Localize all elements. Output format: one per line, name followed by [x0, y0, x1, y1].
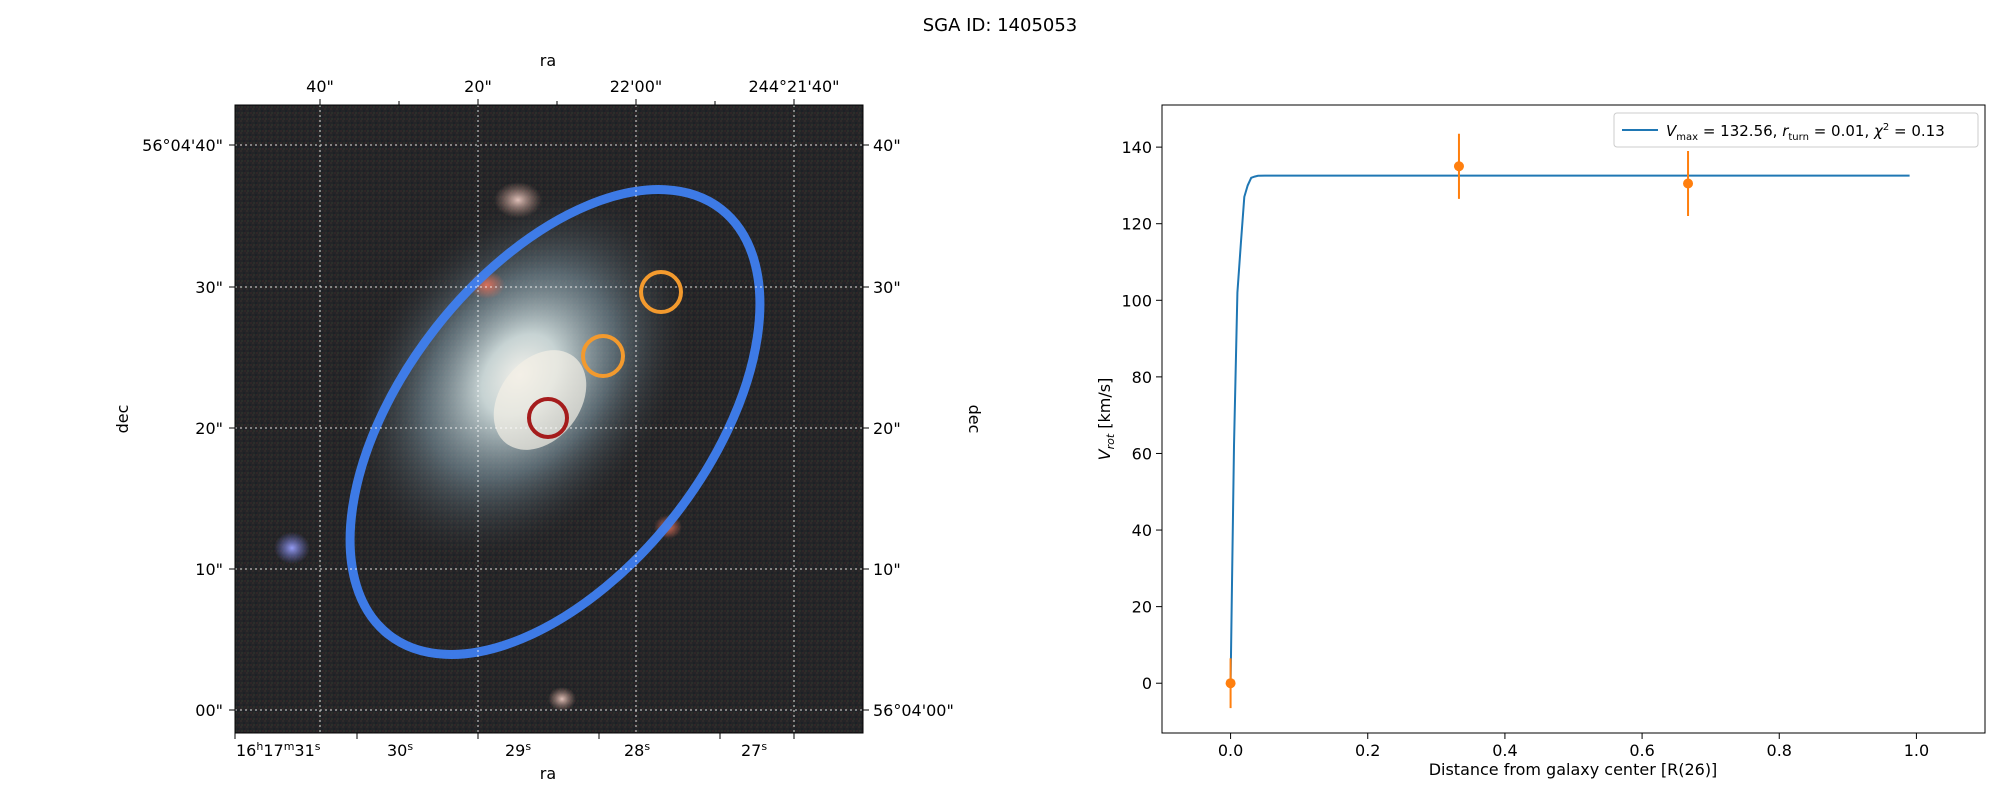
legend-box	[1613, 112, 1979, 148]
sky-image-frame	[234, 104, 864, 734]
data-point	[1683, 178, 1694, 189]
sky-right-tick: 20"	[873, 419, 901, 438]
data-point	[1453, 161, 1464, 172]
sky-right-axis-label: dec	[965, 405, 984, 434]
y-tick-label: 140	[1121, 138, 1152, 157]
sky-bottom-axis-label: ra	[540, 764, 556, 783]
sky-top-tick: 40"	[306, 77, 334, 96]
sky-bottom-tick: 16h17m31s	[236, 740, 321, 760]
y-tick-label: 120	[1121, 215, 1152, 234]
y-axis-ticks: 0 20 40 60 80 100 120 140	[1121, 138, 1162, 693]
x-tick-label: 0.6	[1629, 741, 1654, 760]
fiber-circle-2	[639, 270, 683, 314]
x-tick-label: 0.2	[1355, 741, 1380, 760]
sky-left-tick: 20"	[195, 419, 223, 438]
sky-bottom-tick: 30s	[387, 740, 413, 760]
rotation-curve-panel: 0.0 0.2 0.4 0.6 0.8 1.0 0 20 40 60 80 100 120 140 Di…	[1095, 104, 1986, 779]
plot-frame	[1161, 104, 1986, 734]
y-tick-label: 80	[1132, 368, 1152, 387]
x-axis-ticks: 0.0 0.2 0.4 0.6 0.8 1.0	[1218, 733, 1929, 760]
galaxy-ellipse	[345, 185, 765, 659]
y-tick-label: 100	[1121, 291, 1152, 310]
sky-left-tick: 10"	[195, 560, 223, 579]
sky-left-axis-label: dec	[113, 405, 132, 434]
pink-source-2	[548, 687, 576, 711]
figure-suptitle: SGA ID: 1405053	[923, 15, 1078, 36]
y-tick-label: 20	[1132, 598, 1152, 617]
x-tick-label: 0.0	[1218, 741, 1243, 760]
sky-ticks	[229, 99, 869, 739]
y-axis-label: Vrot [km/s]	[1095, 378, 1117, 461]
blue-source	[274, 532, 310, 564]
sky-right-tick: 30"	[873, 278, 901, 297]
sky-top-tick: 20"	[464, 77, 492, 96]
sky-right-tick: 10"	[873, 560, 901, 579]
y-tick-label: 40	[1132, 521, 1152, 540]
series-layer	[1225, 133, 1910, 709]
pink-source	[494, 182, 542, 218]
sky-left-tick: 00"	[195, 701, 223, 720]
sky-top-tick: 22'00"	[610, 77, 662, 96]
fiber-circle-1	[581, 334, 625, 378]
x-axis-label: Distance from galaxy center [R(26)]	[1429, 760, 1718, 779]
sky-right-tick: 40"	[873, 136, 901, 155]
sky-bottom-tick: 27s	[741, 740, 767, 760]
data-point	[1225, 678, 1236, 689]
x-tick-label: 1.0	[1904, 741, 1929, 760]
sky-left-tick: 30"	[195, 278, 223, 297]
legend-label: Vmax = 132.56, rturn = 0.01, χ2 = 0.13	[1666, 122, 1945, 143]
y-tick-label: 0	[1142, 674, 1152, 693]
sky-top-axis-label: ra	[540, 51, 556, 70]
x-tick-label: 0.4	[1492, 741, 1517, 760]
sky-bottom-tick: 28s	[624, 740, 650, 760]
x-tick-label: 0.8	[1767, 741, 1792, 760]
center-fiber-circle	[527, 397, 569, 439]
sky-bottom-tick: 29s	[505, 740, 531, 760]
sky-left-tick: 56°04'40"	[142, 136, 223, 155]
sky-right-tick: 56°04'00"	[873, 701, 954, 720]
sky-top-tick: 244°21'40"	[748, 77, 839, 96]
model-curve	[1229, 174, 1910, 684]
y-tick-label: 60	[1132, 444, 1152, 463]
sky-image-panel: ra ra dec dec 40" 20" 22'00" 244°21'40" …	[113, 51, 984, 783]
legend: Vmax = 132.56, rturn = 0.01, χ2 = 0.13	[1613, 112, 1979, 148]
